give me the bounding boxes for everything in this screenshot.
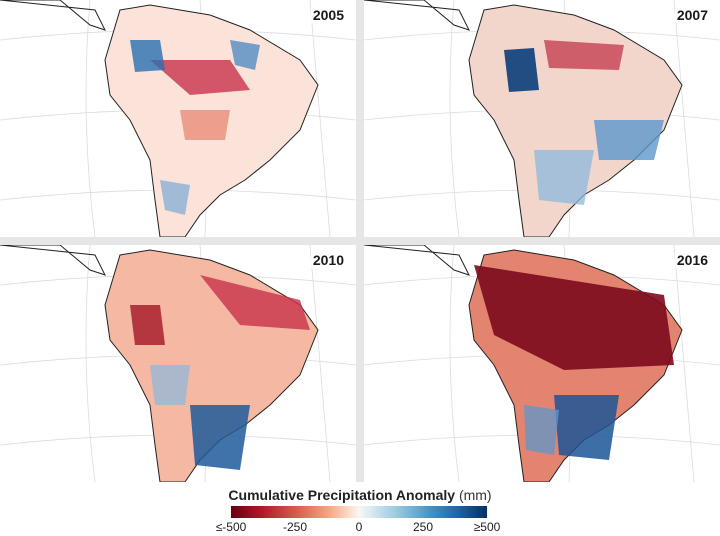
map-2005 bbox=[0, 0, 356, 237]
legend-tick-neg250: -250 bbox=[282, 520, 308, 534]
map-panel-2005: 2005 bbox=[0, 0, 356, 237]
map-panel-2010: 2010 bbox=[0, 245, 356, 482]
color-legend: Cumulative Precipitation Anomaly (mm) ≤-… bbox=[0, 482, 720, 536]
map-2010 bbox=[0, 245, 356, 482]
panel-year-label: 2010 bbox=[310, 252, 346, 268]
panel-year-label: 2016 bbox=[674, 252, 710, 268]
legend-tick-zero: 0 bbox=[355, 520, 363, 534]
colorbar bbox=[231, 506, 487, 518]
horizontal-divider bbox=[0, 237, 720, 245]
map-panel-2007: 2007 bbox=[364, 0, 720, 237]
legend-title-text: Cumulative Precipitation Anomaly bbox=[228, 487, 456, 503]
panel-year-label: 2005 bbox=[310, 7, 346, 23]
map-2007 bbox=[364, 0, 720, 237]
panel-year-label: 2007 bbox=[674, 7, 710, 23]
legend-tick-pos250: 250 bbox=[412, 520, 434, 534]
legend-unit: (mm) bbox=[458, 487, 492, 503]
map-grid: 2005 2007 bbox=[0, 0, 720, 482]
legend-title: Cumulative Precipitation Anomaly (mm) bbox=[0, 487, 720, 503]
legend-tick-max: ≥500 bbox=[473, 520, 501, 534]
map-2016 bbox=[364, 245, 720, 482]
legend-tick-min: ≤-500 bbox=[215, 520, 247, 534]
map-panel-2016: 2016 bbox=[364, 245, 720, 482]
